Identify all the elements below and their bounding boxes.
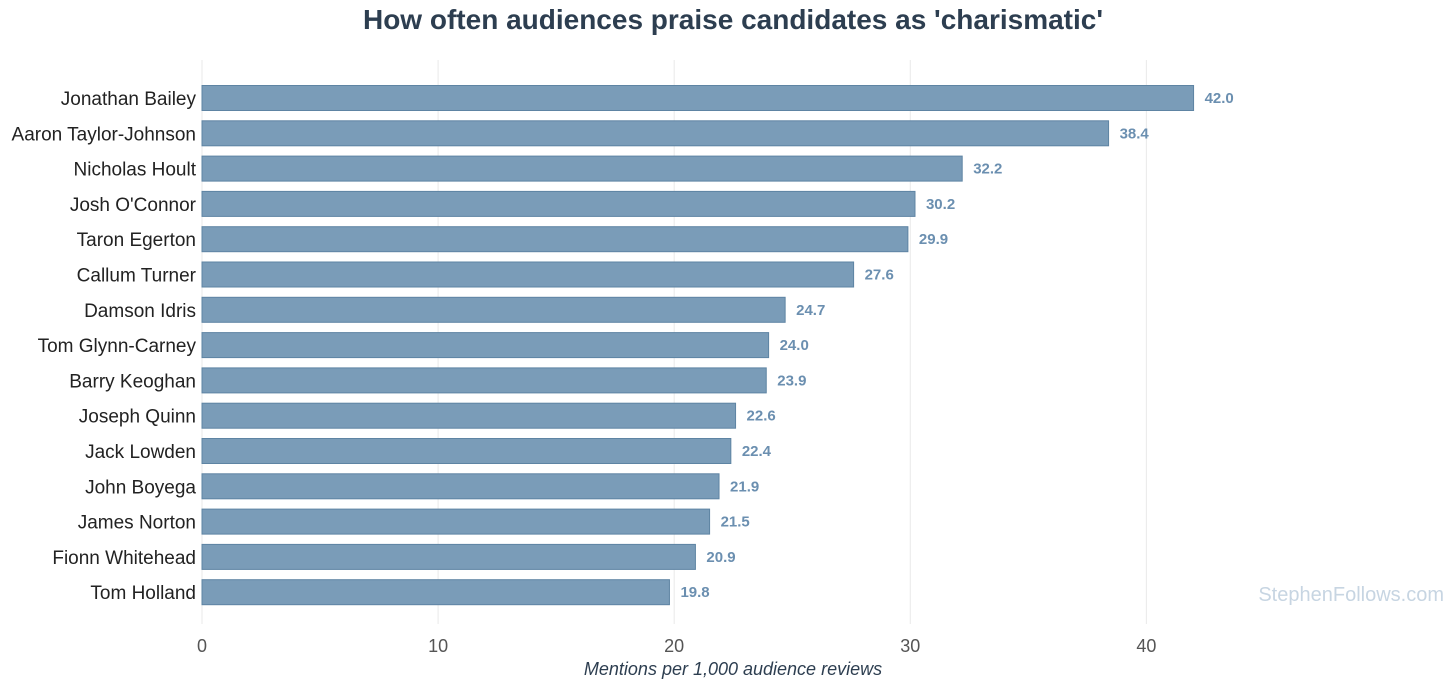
value-label: 20.9: [706, 549, 735, 566]
bar: [201, 261, 855, 288]
category-label: Tom Glynn-Carney: [38, 336, 197, 357]
bars: [201, 85, 1195, 606]
value-label: 32.2: [973, 161, 1002, 178]
category-label: Damson Idris: [84, 301, 196, 322]
x-tick-label: 0: [197, 636, 207, 656]
category-label: Fionn Whitehead: [52, 548, 196, 569]
value-label: 38.4: [1120, 125, 1150, 142]
bar: [201, 579, 670, 606]
x-tick-label: 30: [900, 636, 920, 656]
value-label: 21.5: [721, 514, 750, 531]
category-label: Josh O'Connor: [70, 195, 197, 216]
chart-title: How often audiences praise candidates as…: [362, 4, 1104, 35]
category-labels: Jonathan Bailey Aaron Taylor-Johnson Nicho…: [12, 89, 197, 604]
category-label: James Norton: [78, 513, 196, 534]
bar: [201, 296, 786, 323]
bar: [201, 226, 909, 253]
bar: [201, 190, 916, 217]
category-label: Taron Egerton: [77, 230, 196, 251]
value-label: 24.7: [796, 302, 825, 319]
bar: [201, 367, 767, 394]
category-label: Nicholas Hoult: [74, 160, 197, 181]
category-label: Jonathan Bailey: [61, 89, 197, 110]
bar: [201, 508, 711, 535]
x-tick-label: 20: [664, 636, 684, 656]
value-label: 21.9: [730, 478, 759, 495]
category-label: Jack Lowden: [85, 442, 196, 463]
bar: [201, 155, 963, 182]
bar: [201, 402, 737, 429]
value-labels: 42.0 38.4 32.2 30.2 29.9 27.6 24.7 24.0 23.9 22.6…: [680, 90, 1233, 601]
value-label: 22.4: [742, 443, 772, 460]
category-label: John Boyega: [85, 477, 196, 498]
value-label: 19.8: [680, 584, 709, 601]
category-label: Aaron Taylor-Johnson: [12, 124, 196, 145]
bar: [201, 438, 732, 464]
category-label: Joseph Quinn: [79, 407, 196, 428]
bar: [201, 543, 696, 570]
value-label: 27.6: [865, 267, 894, 284]
bar: [201, 473, 720, 500]
category-label: Barry Keoghan: [69, 371, 196, 392]
x-axis-label: Mentions per 1,000 audience reviews: [584, 659, 882, 679]
bar: [201, 85, 1195, 111]
value-label: 29.9: [919, 231, 948, 248]
value-label: 22.6: [747, 408, 776, 425]
category-label: Tom Holland: [90, 583, 196, 604]
bar: [201, 332, 770, 359]
value-label: 23.9: [777, 372, 806, 389]
category-label: Callum Turner: [77, 266, 197, 287]
value-label: 42.0: [1205, 90, 1234, 107]
bar: [201, 120, 1110, 147]
x-tick-label: 40: [1136, 636, 1156, 656]
value-label: 30.2: [926, 196, 955, 213]
x-tick-label: 10: [428, 636, 448, 656]
value-label: 24.0: [780, 337, 809, 354]
x-axis-ticks: 0 10 20 30 40: [197, 636, 1156, 656]
watermark: StephenFollows.com: [1258, 584, 1444, 606]
